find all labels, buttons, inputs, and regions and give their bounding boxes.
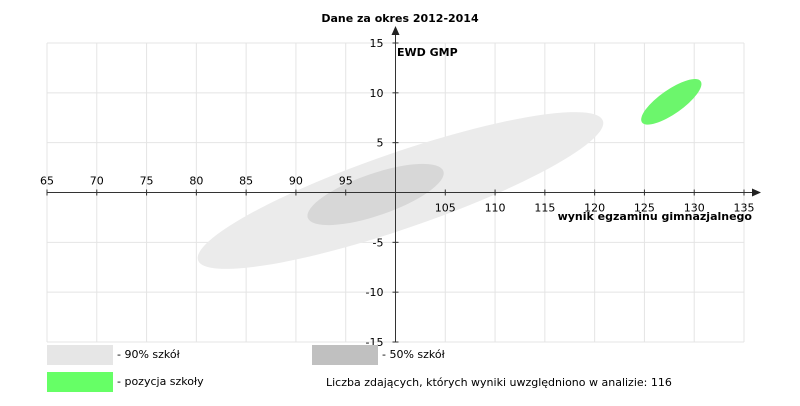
region-50-percent [307, 163, 444, 226]
y-tick-label: 15 [370, 37, 384, 50]
x-axis-arrow [752, 188, 761, 197]
y-tick-label: -10 [366, 286, 384, 299]
x-tick-label: 75 [140, 175, 154, 188]
legend-label-50: - 50% szkół [382, 348, 445, 361]
y-axis-arrow [391, 26, 400, 35]
analysis-note: Liczba zdających, których wyniki uwzględ… [326, 376, 672, 389]
x-tick-label: 130 [684, 202, 705, 215]
x-tick-label: 95 [339, 175, 353, 188]
y-tick-label: 10 [370, 87, 384, 100]
x-axis-label: wynik egzaminu gimnazjalnego [558, 210, 753, 223]
x-tick-label: 65 [40, 175, 54, 188]
x-tick-label: 115 [534, 202, 555, 215]
x-tick-label: 80 [189, 175, 203, 188]
y-tick-label: -5 [373, 236, 384, 249]
y-tick-label: 5 [377, 137, 384, 150]
legend-label-90: - 90% szkół [117, 348, 180, 361]
legend-swatch-50 [312, 345, 378, 365]
legend-label-school: - pozycja szkoły [117, 375, 204, 388]
region-school-position [641, 79, 702, 125]
x-tick-label: 125 [634, 202, 655, 215]
legend-swatch-school [47, 372, 113, 392]
x-tick-label: 105 [435, 202, 456, 215]
x-tick-label: 85 [239, 175, 253, 188]
x-tick-label: 70 [90, 175, 104, 188]
x-tick-label: 90 [289, 175, 303, 188]
chart-title: Dane za okres 2012-2014 [321, 12, 479, 25]
y-axis-label: EWD GMP [397, 46, 458, 59]
x-tick-label: 120 [584, 202, 605, 215]
legend-swatch-90 [47, 345, 113, 365]
x-tick-label: 135 [734, 202, 755, 215]
x-tick-label: 110 [485, 202, 506, 215]
regions [197, 79, 702, 269]
axes [47, 26, 761, 342]
